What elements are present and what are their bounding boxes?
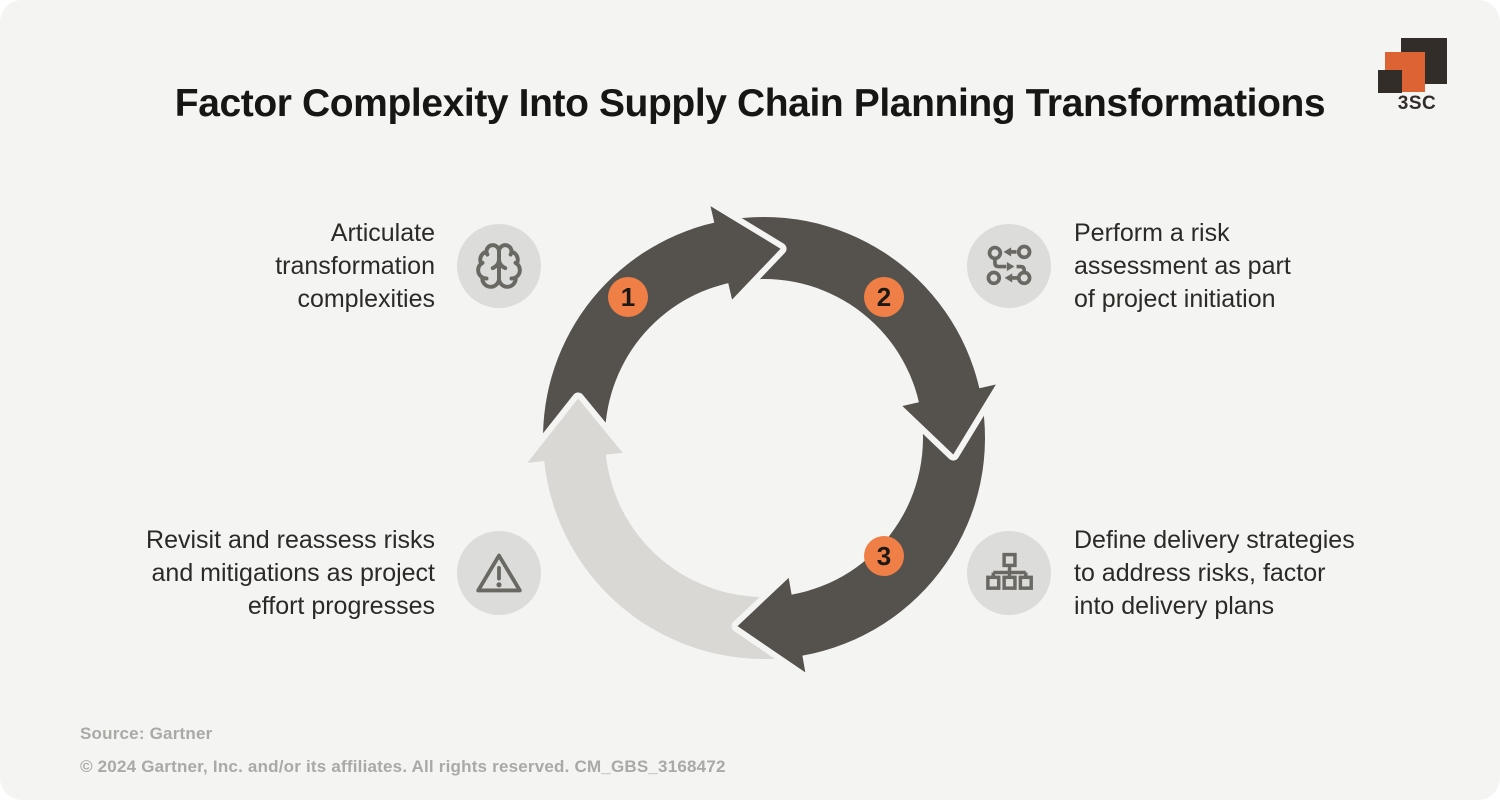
source-footer: Source: Gartner © 2024 Gartner, Inc. and…: [80, 717, 726, 783]
step-label-line: and mitigations as project: [151, 558, 435, 587]
step-label-line: complexities: [297, 284, 435, 313]
step-articulate: Articulate transformation complexities: [275, 216, 541, 316]
step-badge-3: 3: [864, 536, 904, 576]
cycle-segment-1-head: [692, 206, 781, 300]
step-label-line: transformation: [275, 251, 435, 280]
step-label-line: Revisit and reassess risks: [146, 525, 435, 554]
cycle-segment-2: [721, 216, 996, 455]
step-label-line: of project initiation: [1074, 284, 1276, 313]
logo-label: 3SC: [1397, 93, 1437, 114]
source-line: Source: Gartner: [80, 724, 213, 743]
brain-icon-circle: [457, 224, 541, 308]
risk-assessment-icon-circle: [967, 224, 1051, 308]
risk-assessment-icon: [986, 244, 1032, 286]
step-label-line: assessment as part: [1074, 251, 1291, 280]
step-label-line: Articulate: [330, 218, 435, 247]
step-revisit-risks-label: Revisit and reassess risks and mitigatio…: [146, 524, 435, 623]
cycle-segment-4: [527, 398, 795, 660]
step-label-line: to address risks, factor: [1074, 558, 1326, 587]
copyright-line: © 2024 Gartner, Inc. and/or its affiliat…: [80, 757, 726, 776]
page-title: Factor Complexity Into Supply Chain Plan…: [174, 82, 1326, 125]
step-label-line: Define delivery strategies: [1074, 525, 1355, 554]
hierarchy-icon: [986, 552, 1033, 590]
warning-icon: [476, 553, 522, 593]
hierarchy-icon-circle: [967, 531, 1051, 615]
step-badge-1: 1: [608, 277, 648, 317]
step-delivery-strategies: Define delivery strategies to address ri…: [967, 523, 1355, 623]
logo-square-front-icon: [1378, 70, 1402, 93]
cycle-segment-3: [737, 395, 986, 673]
step-label-line: into delivery plans: [1074, 591, 1275, 620]
step-revisit-risks: Revisit and reassess risks and mitigatio…: [146, 523, 541, 623]
step-delivery-strategies-label: Define delivery strategies to address ri…: [1074, 524, 1355, 623]
step-articulate-label: Articulate transformation complexities: [275, 217, 435, 316]
warning-icon-circle: [457, 531, 541, 615]
step-label-line: effort progresses: [247, 591, 435, 620]
step-risk-assessment-label: Perform a risk assessment as part of pro…: [1074, 217, 1291, 316]
brain-icon: [476, 243, 522, 289]
step-risk-assessment: Perform a risk assessment as part of pro…: [967, 216, 1291, 316]
step-label-line: Perform a risk: [1074, 218, 1230, 247]
step-badge-2: 2: [864, 277, 904, 317]
company-logo: 3SC: [1376, 36, 1452, 114]
